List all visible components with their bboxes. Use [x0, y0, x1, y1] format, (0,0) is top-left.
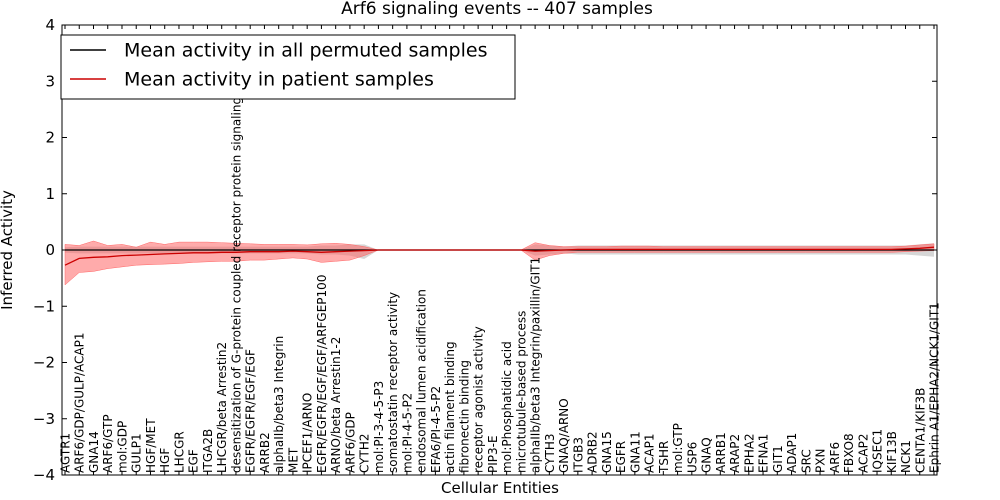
x-tick-label: ARRB1	[714, 432, 728, 473]
y-axis-label: Inferred Activity	[0, 190, 16, 310]
x-tick-label: receptor agonist activity	[472, 326, 486, 473]
x-tick-label: IPCEF1/ARNO	[301, 393, 315, 473]
x-tick-label: NCK1	[899, 440, 913, 473]
x-tick-label: EGFR/EGFR/EGF/EGF	[244, 349, 258, 473]
x-tick-label: EGFR	[614, 441, 628, 473]
x-tick-label: ARAP2	[728, 434, 742, 473]
x-tick-label: EGFR/EGFR/EGF/EGF/ARFGEP100	[315, 275, 329, 473]
legend: Mean activity in all permuted samples Me…	[60, 34, 516, 100]
x-tick-label: PIP3-E	[486, 435, 500, 473]
x-tick-label: ARF6	[828, 442, 842, 473]
x-tick-label: CYTH2	[358, 434, 372, 474]
y-tick-label: −4	[33, 466, 55, 484]
x-tick-label: CYTH3	[543, 434, 557, 474]
patient-band	[64, 240, 935, 286]
x-tick-label: KIF13B	[885, 431, 899, 473]
x-tick-label: endosomal lumen acidification	[415, 289, 429, 473]
x-tick-label: mol:GDP	[116, 421, 130, 473]
x-axis-label: Cellular Entities	[441, 479, 559, 497]
x-tick-label: GIT1	[771, 445, 785, 473]
x-tick-label: GNA11	[628, 431, 642, 473]
x-tick-label: MET	[286, 447, 300, 473]
y-tick-label: 4	[45, 16, 55, 34]
y-tick-label: −1	[33, 297, 55, 315]
x-tick-label: EFNA1	[757, 434, 771, 473]
y-tick-label: −3	[33, 410, 55, 428]
x-tick-label: ARF6/GTP	[101, 414, 115, 473]
x-tick-label: CENTA1/KIF3B	[913, 388, 927, 473]
y-axis: −4 −3 −2 −1 0 1 2 3 4	[33, 16, 937, 484]
x-tick-label: alphaIIb/beta3 Integrin	[272, 336, 286, 473]
x-tick-label: alphaIIb/beta3 Integrin/paxillin/GIT1	[529, 257, 543, 473]
x-tick-label: mol:Phosphatidic acid	[500, 341, 514, 473]
y-tick-label: −2	[33, 354, 55, 372]
x-tick-label: GNAQ/ARNO	[557, 398, 571, 473]
x-tick-label: LHCGR	[173, 431, 187, 473]
legend-label-patient: Mean activity in patient samples	[124, 69, 434, 91]
x-tick-label: ADAP1	[785, 433, 799, 473]
x-tick-label: EFA6/PI-4-5-P2	[429, 386, 443, 473]
x-tick-label: AGTR1	[59, 433, 73, 473]
x-tick-label: somatostatin receptor activity	[386, 292, 400, 473]
x-tick-label: mol:PI-3-4-5-P3	[372, 381, 386, 473]
x-tick-label: SRC	[799, 449, 813, 473]
x-tick-label: ACAP2	[856, 434, 870, 473]
x-tick-label: PXN	[814, 449, 828, 473]
x-tick-label: ACAP1	[643, 434, 657, 473]
y-tick-label: 0	[45, 241, 55, 259]
y-tick-label: 2	[45, 129, 55, 147]
x-tick-label: microtubule-based process	[514, 311, 528, 473]
x-tick-label: desensitization of G-protein coupled rec…	[230, 42, 244, 473]
confidence-bands	[64, 240, 935, 286]
x-tick-label: ITGB3	[571, 437, 585, 473]
x-tick-label: mol:GTP	[671, 423, 685, 473]
chart-title: Arf6 signaling events -- 407 samples	[341, 0, 653, 19]
x-tick-label: FBXO8	[842, 433, 856, 473]
x-tick-label: TSHR	[657, 441, 671, 474]
legend-box	[60, 34, 516, 100]
x-tick-label: GNA15	[600, 431, 614, 473]
x-tick-label: ARF6/GDP/GULP/ACAP1	[73, 333, 87, 473]
x-tick-label: GNA14	[87, 431, 101, 473]
x-axis: AGTR1 ARF6/GDP/GULP/ACAP1 GNA14 ARF6/GTP mol…	[59, 25, 942, 475]
legend-label-permuted: Mean activity in all permuted samples	[124, 40, 487, 62]
x-tick-label: USP6	[685, 442, 699, 473]
x-tick-label: ARRB2	[258, 432, 272, 473]
x-tick-label: actin filament binding	[443, 341, 457, 473]
series-lines	[64, 246, 935, 266]
x-tick-label: Ephrin A1/EPHA2/NCK1/GIT1	[928, 302, 942, 473]
patient-mean-line	[64, 246, 935, 266]
x-tick-label: GNAQ	[700, 437, 714, 473]
x-tick-label: IQSEC1	[871, 429, 885, 473]
x-tick-label: fibronectin binding	[457, 360, 471, 473]
x-tick-label: ARF6/GDP	[343, 412, 357, 473]
x-tick-label: HGF/MET	[144, 418, 158, 473]
x-tick-label: HGF	[158, 448, 172, 473]
x-tick-label: EPHA2	[742, 433, 756, 473]
x-tick-label: ADRB2	[586, 431, 600, 473]
x-tick-label: LHCGR/beta Arrestin2	[215, 342, 229, 473]
x-tick-label: ARNO/beta Arrestin1-2	[329, 337, 343, 473]
x-tick-label: EGF	[187, 449, 201, 473]
y-tick-label: 3	[45, 72, 55, 90]
x-tick-label: ITGA2B	[201, 429, 215, 473]
y-tick-label: 1	[45, 185, 55, 203]
x-tick-label: mol:PI-4-5-P2	[400, 393, 414, 473]
x-tick-label: GULP1	[130, 433, 144, 473]
